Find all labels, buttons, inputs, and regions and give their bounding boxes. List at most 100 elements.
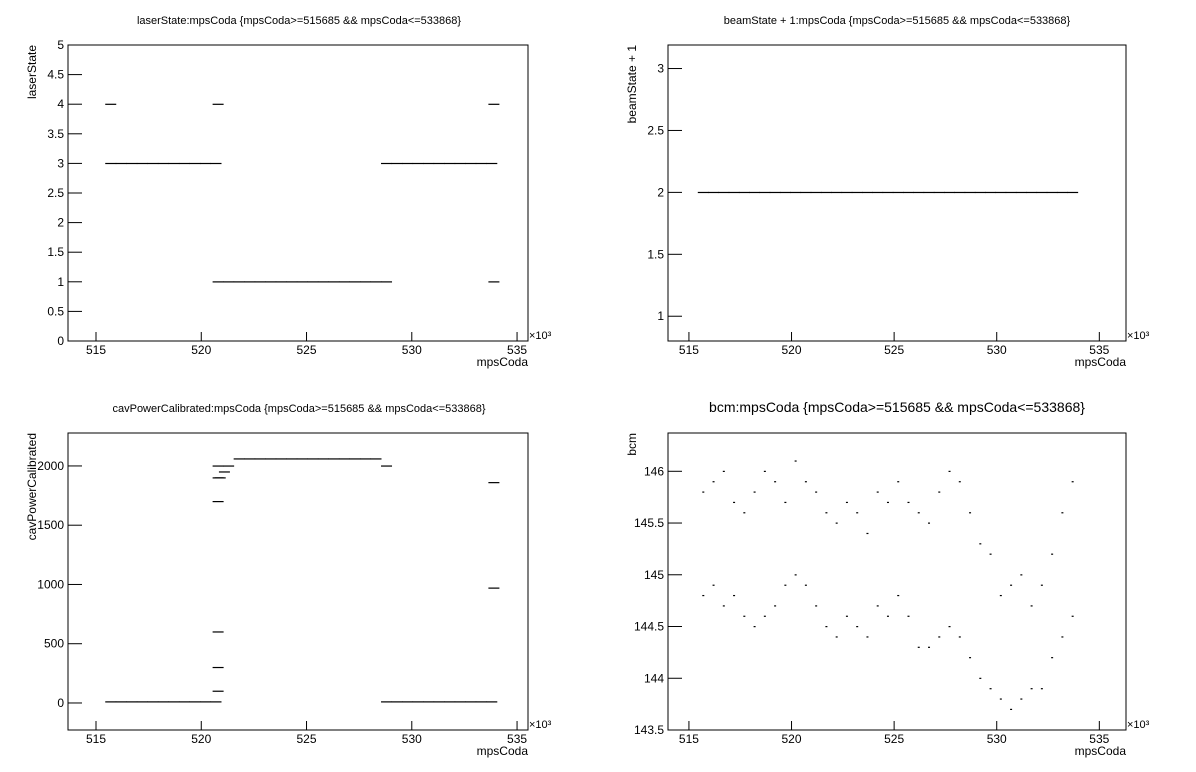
data-point <box>157 162 169 165</box>
data-point <box>774 605 777 607</box>
data-point <box>1051 553 1054 555</box>
data-point <box>296 281 308 283</box>
data-point <box>244 458 256 460</box>
plot-frame <box>67 44 529 342</box>
data-point <box>928 522 931 524</box>
x-tick-label: 530 <box>987 343 1007 357</box>
data-point <box>763 615 766 617</box>
y-tick-label: 0 <box>57 696 64 710</box>
data-point <box>876 491 879 493</box>
data-point <box>136 162 148 165</box>
data-point <box>212 501 224 503</box>
data-point <box>763 470 766 472</box>
data-point <box>433 701 445 703</box>
data-point <box>825 512 828 514</box>
data-point <box>753 491 756 493</box>
data-point <box>244 281 256 283</box>
data-point <box>964 191 976 194</box>
data-point <box>743 512 746 514</box>
x-tick-label: 535 <box>507 732 527 746</box>
data-point <box>349 458 361 460</box>
data-point <box>1015 191 1027 194</box>
x-tick-label: 515 <box>86 343 106 357</box>
data-point <box>886 615 889 617</box>
y-tick-label: 3 <box>657 62 664 76</box>
data-point <box>454 162 466 165</box>
data-point <box>917 512 920 514</box>
data-point <box>275 281 287 283</box>
data-point <box>307 281 319 283</box>
data-point <box>1036 191 1048 194</box>
y-tick-label: 2.5 <box>647 123 664 137</box>
data-point <box>223 281 235 283</box>
data-point <box>749 191 761 194</box>
plot-frame <box>67 432 529 731</box>
data-point <box>444 162 456 165</box>
y-tick-label: 1 <box>57 275 64 289</box>
y-tick-label: 1.5 <box>47 245 64 259</box>
chart-title: bcm:mpsCoda {mpsCoda>=515685 && mpsCoda<… <box>709 399 1085 415</box>
data-point <box>168 701 180 703</box>
data-point <box>1010 584 1013 586</box>
data-point <box>1026 191 1038 194</box>
data-point <box>989 688 992 690</box>
data-point <box>423 162 435 165</box>
data-point <box>105 103 117 105</box>
data-point <box>212 465 224 467</box>
data-point <box>1030 605 1033 607</box>
y-tick-label: 1000 <box>37 577 64 591</box>
data-point <box>1067 191 1079 194</box>
data-point <box>454 701 466 703</box>
x-tick-label: 515 <box>86 732 106 746</box>
data-point <box>985 191 997 194</box>
data-point <box>212 281 224 283</box>
data-point <box>338 281 350 283</box>
data-point <box>212 103 224 105</box>
x-tick-label: 530 <box>402 732 422 746</box>
data-point <box>882 191 894 194</box>
data-point <box>913 191 925 194</box>
pad: bcm:mpsCoda {mpsCoda>=515685 && mpsCoda<… <box>625 399 1150 758</box>
data-point <box>958 481 961 483</box>
data-point <box>265 458 277 460</box>
x-tick-label: 520 <box>191 343 211 357</box>
data-point <box>938 491 941 493</box>
y-tick-label: 1.5 <box>647 247 664 261</box>
data-point <box>349 281 361 283</box>
x-exponent: ×10³ <box>1127 719 1150 731</box>
chart-title: laserState:mpsCoda {mpsCoda>=515685 && m… <box>137 15 461 27</box>
pad: cavPowerCalibrated:mpsCoda {mpsCoda>=515… <box>25 403 552 758</box>
data-point <box>800 191 812 194</box>
data-point <box>948 470 951 472</box>
data-point <box>944 191 956 194</box>
data-point <box>488 103 500 105</box>
y-tick-label: 3 <box>57 156 64 170</box>
data-point <box>917 646 920 648</box>
data-point <box>794 460 797 462</box>
data-point <box>969 512 972 514</box>
y-axis-label: bcm <box>625 433 639 456</box>
y-tick-label: 2000 <box>37 459 64 473</box>
data-point <box>1040 688 1043 690</box>
data-point <box>488 281 500 283</box>
data-point <box>199 701 211 703</box>
data-point <box>958 636 961 638</box>
data-point <box>218 471 230 473</box>
data-point <box>712 584 715 586</box>
data-point <box>989 553 992 555</box>
data-point <box>851 191 863 194</box>
y-tick-label: 146 <box>644 464 664 478</box>
data-point <box>286 281 298 283</box>
x-exponent: ×10³ <box>1127 330 1150 342</box>
data-point <box>412 162 424 165</box>
data-point <box>199 162 211 165</box>
data-point <box>810 191 822 194</box>
data-point <box>391 701 403 703</box>
data-point <box>1030 688 1033 690</box>
data-point <box>210 162 222 165</box>
data-point <box>147 162 159 165</box>
data-point <box>370 281 382 283</box>
data-point <box>1071 481 1074 483</box>
data-point <box>999 698 1002 700</box>
data-point <box>1061 636 1064 638</box>
